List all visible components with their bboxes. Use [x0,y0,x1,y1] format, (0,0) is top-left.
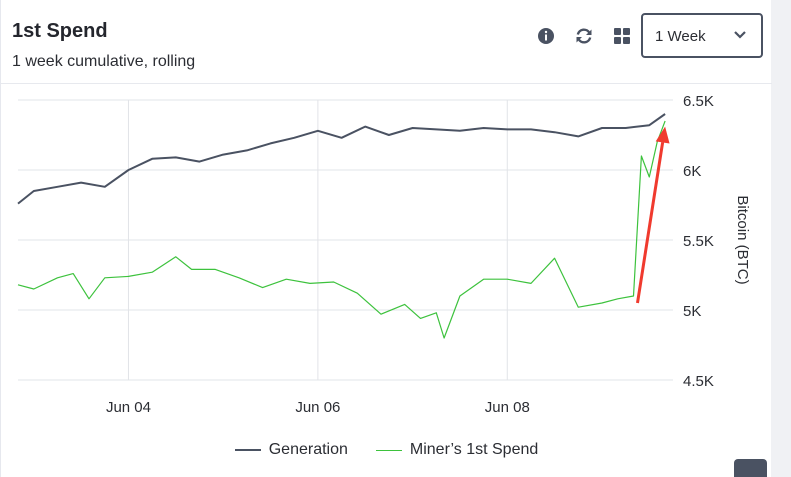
series-line-spend [17,120,666,339]
legend-label-spend: Miner’s 1st Spend [409,441,539,458]
annotation-arrow-shaft [636,142,665,304]
x-tick-label: Jun 04 [106,399,151,416]
y-tick-label: 4.5K [683,373,714,390]
grid-lines [18,99,673,381]
legend-swatch-spend [375,449,402,451]
y-tick-label: 5K [683,303,701,320]
info-icon [538,28,554,44]
legend-swatch-generation [234,449,261,451]
scroll-to-top-button[interactable] [734,459,767,477]
chart-card: 1st Spend 1 week cumulative, rolling [0,0,772,477]
legend-item-generation[interactable]: Generation [234,441,348,459]
x-tick-label: Jun 06 [295,399,340,416]
period-select-value: 1 Week [655,28,706,45]
chart-legend: Generation Miner’s 1st Spend [1,437,772,463]
chart-subtitle: 1 week cumulative, rolling [12,53,196,70]
line-chart: Jun 04 Jun 06 Jun 08 4.5K 5K 5.5K 6K 6.5K Bitc… [17,93,751,416]
chart-area: Jun 04 Jun 06 Jun 08 4.5K 5K 5.5K 6K 6.5K Bitc… [1,85,772,477]
series-lines [17,113,666,339]
x-axis: Jun 04 Jun 06 Jun 08 [106,399,530,416]
x-tick-label: Jun 08 [485,399,530,416]
background-strip [771,0,791,477]
legend-item-spend[interactable]: Miner’s 1st Spend [375,441,539,459]
grid-view-button[interactable] [611,25,633,47]
chevron-down-icon [734,31,746,39]
legend-label-generation: Generation [268,441,348,458]
info-button[interactable] [535,25,557,47]
y-tick-label: 6K [683,163,701,180]
series-line-generation [17,113,666,205]
y-axis-label: Bitcoin (BTC) [734,195,751,284]
annotation-arrow-head [655,126,670,144]
card-header: 1st Spend 1 week cumulative, rolling [1,0,772,84]
y-tick-label: 5.5K [683,233,714,250]
y-tick-label: 6.5K [683,93,714,110]
refresh-button[interactable] [573,25,595,47]
refresh-icon [576,28,592,44]
grid-icon [614,28,630,44]
chart-title: 1st Spend [12,20,108,42]
annotations [636,126,670,304]
period-select[interactable]: 1 Week [641,13,763,58]
y-axis: 4.5K 5K 5.5K 6K 6.5K [683,93,714,390]
